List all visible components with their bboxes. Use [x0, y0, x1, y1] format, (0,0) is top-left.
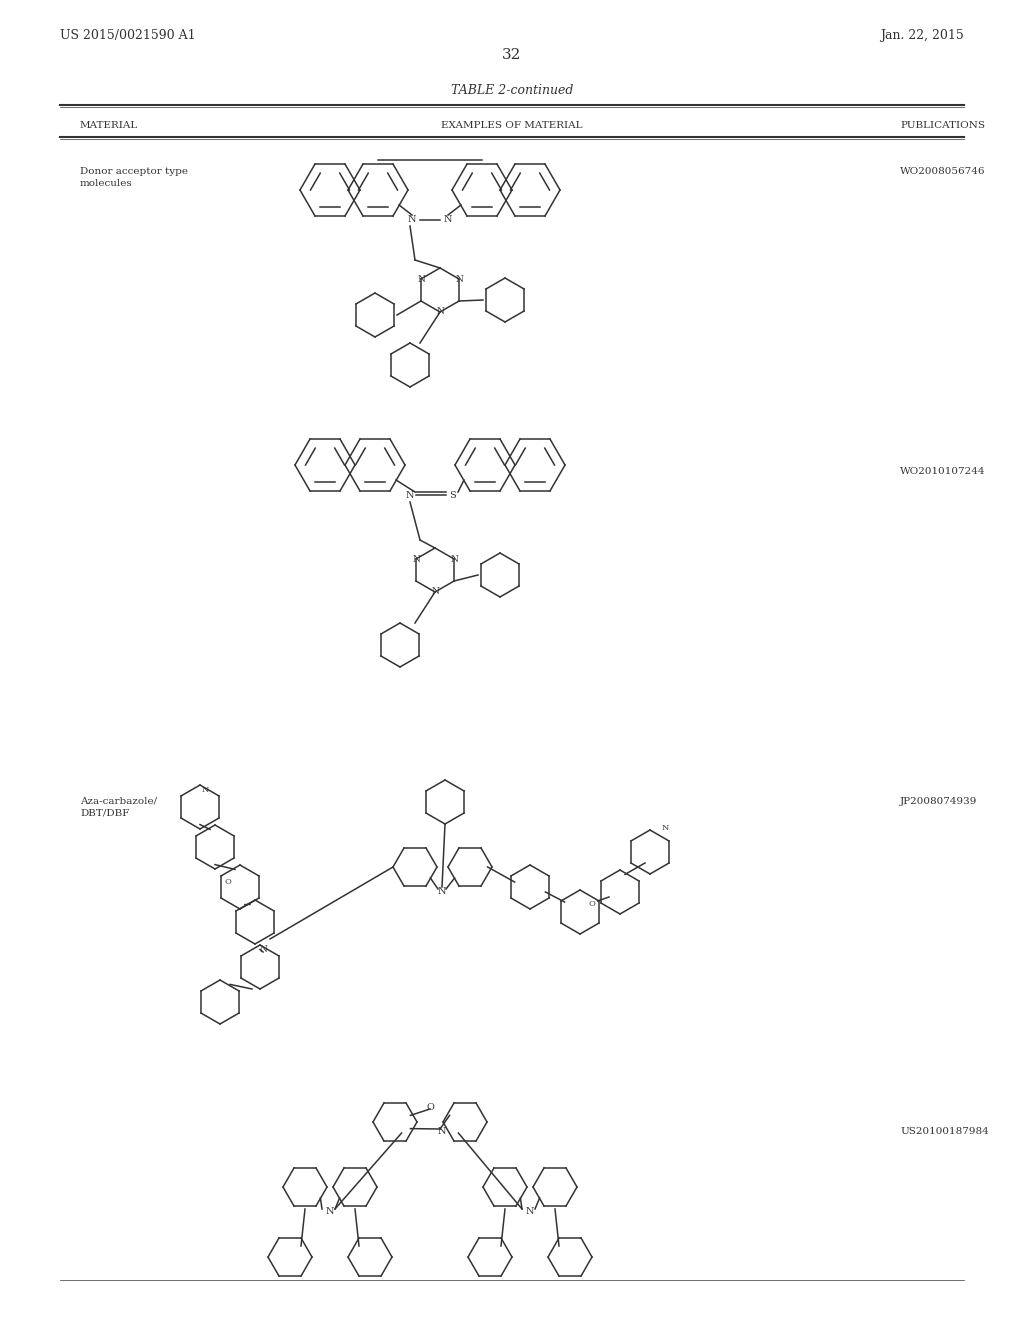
Text: MATERIAL: MATERIAL: [80, 120, 138, 129]
Text: PUBLICATIONS: PUBLICATIONS: [900, 120, 985, 129]
Text: N: N: [408, 215, 416, 224]
Text: N: N: [437, 887, 446, 896]
Text: O: O: [426, 1102, 434, 1111]
Text: N: N: [417, 275, 425, 284]
Text: O: O: [224, 878, 231, 886]
Text: O: O: [589, 900, 595, 908]
Text: N: N: [202, 785, 209, 795]
Text: N: N: [406, 491, 415, 499]
Text: Donor acceptor type
molecules: Donor acceptor type molecules: [80, 168, 188, 187]
Text: JP2008074939: JP2008074939: [900, 797, 977, 807]
Text: N: N: [451, 554, 458, 564]
Text: S: S: [449, 491, 456, 499]
Text: Jan. 22, 2015: Jan. 22, 2015: [881, 29, 964, 41]
Text: N: N: [437, 1127, 446, 1137]
Text: TABLE 2-continued: TABLE 2-continued: [451, 83, 573, 96]
Text: US20100187984: US20100187984: [900, 1127, 989, 1137]
Text: Aza-carbazole/
DBT/DBF: Aza-carbazole/ DBT/DBF: [80, 797, 157, 818]
Text: N: N: [662, 824, 669, 832]
Text: US 2015/0021590 A1: US 2015/0021590 A1: [60, 29, 196, 41]
Text: 32: 32: [503, 48, 521, 62]
Text: N: N: [412, 554, 420, 564]
Text: N: N: [326, 1208, 334, 1217]
Text: WO2008056746: WO2008056746: [900, 168, 985, 176]
Text: N: N: [525, 1208, 535, 1217]
Text: N: N: [431, 587, 439, 597]
Text: N: N: [436, 308, 444, 317]
Text: WO2010107244: WO2010107244: [900, 467, 985, 477]
Text: N: N: [455, 275, 463, 284]
Text: N: N: [443, 215, 453, 224]
Text: N: N: [259, 945, 267, 953]
Text: EXAMPLES OF MATERIAL: EXAMPLES OF MATERIAL: [441, 120, 583, 129]
